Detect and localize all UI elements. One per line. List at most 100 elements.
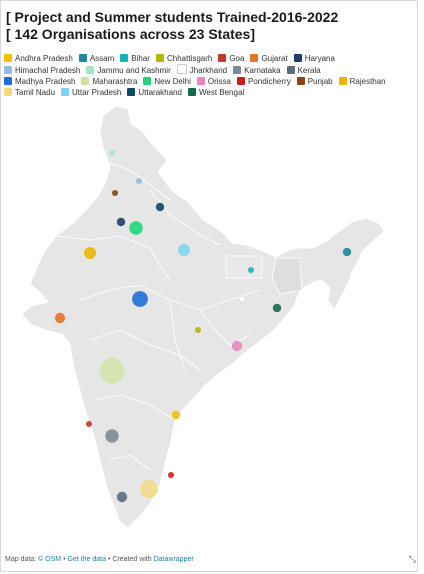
marker-goa[interactable] (86, 421, 92, 427)
legend-item: Jharkhand (176, 64, 228, 76)
legend-item: Punjab (296, 76, 333, 87)
footer-prefix: Map data: (5, 556, 39, 563)
legend-label: Kerala (297, 66, 321, 75)
legend-swatch (61, 88, 70, 96)
legend-item: Haryana (293, 53, 335, 64)
legend-item: Jammu and Kashmir (86, 65, 171, 76)
legend-item: Karnataka (233, 65, 281, 76)
legend-item: New Delhi (143, 76, 191, 87)
legend-swatch (196, 77, 205, 85)
legend-label: Orissa (207, 77, 231, 86)
legend-item: Orissa (196, 76, 231, 87)
legend-item: Maharashtra (81, 76, 137, 87)
legend-item: Gujarat (250, 53, 288, 64)
legend-item: Himachal Pradesh (4, 65, 80, 76)
marker-orissa[interactable] (231, 340, 243, 352)
marker-chhattisgarh[interactable] (195, 327, 201, 333)
legend-swatch (78, 54, 87, 62)
marker-tamil-nadu[interactable] (140, 480, 158, 498)
legend-label: Haryana (304, 54, 335, 63)
marker-maharashtra[interactable] (99, 358, 125, 384)
marker-jharkhand[interactable] (238, 295, 246, 303)
marker-layer (54, 150, 352, 503)
legend-item: Bihar (120, 53, 150, 64)
resize-handle-icon[interactable]: ⤡ (408, 554, 416, 564)
legend-item: Assam (78, 53, 115, 64)
legend-label: Uttar Pradesh (72, 88, 122, 97)
legend-label: Karnataka (244, 66, 281, 75)
marker-punjab[interactable] (112, 190, 118, 196)
legend-label: Bihar (131, 54, 150, 63)
marker-new-delhi[interactable] (129, 221, 143, 235)
legend-label: Madhya Pradesh (15, 77, 76, 86)
osm-link[interactable]: © OSM (38, 556, 62, 563)
legend-label: Himachal Pradesh (15, 66, 81, 75)
legend-label: Uttarakhand (138, 88, 182, 97)
title-line-1: [ Project and Summer students Trained-20… (6, 9, 339, 25)
marker-jammu-and-kashmir[interactable] (109, 150, 115, 156)
legend-label: Punjab (307, 77, 333, 86)
legend-label: Goa (229, 54, 245, 63)
legend-swatch (286, 66, 295, 74)
marker-kerala[interactable] (116, 491, 128, 503)
marker-gujarat[interactable] (54, 312, 66, 324)
legend-item: Rajesthan (338, 76, 386, 87)
legend-item: Kerala (286, 65, 321, 76)
legend-swatch (218, 54, 227, 62)
legend-item: Madhya Pradesh (4, 76, 75, 87)
legend-label: Maharashtra (92, 77, 138, 86)
legend-label: Pondicherry (248, 77, 291, 86)
legend-swatch (86, 66, 95, 74)
legend-swatch (81, 77, 90, 85)
get-data-link[interactable]: Get the data (67, 556, 107, 563)
marker-karnataka[interactable] (105, 429, 119, 443)
marker-bihar[interactable] (248, 267, 254, 273)
legend-swatch (120, 54, 129, 62)
legend-item: Goa (218, 53, 244, 64)
legend-label: Andhra Pradesh (15, 54, 73, 63)
legend-item: Uttarakhand (127, 87, 182, 98)
legend-label: Rajesthan (349, 77, 386, 86)
legend-item: Andhra Pradesh (4, 53, 73, 64)
marker-haryana[interactable] (116, 217, 126, 227)
footer-separator: • (61, 556, 68, 563)
legend-swatch (250, 54, 259, 62)
legend-swatch (293, 54, 302, 62)
legend-swatch (143, 77, 152, 85)
state-borders (55, 159, 261, 471)
map-landmass (21, 105, 385, 529)
legend-label: Tamil Nadu (15, 88, 56, 97)
legend-swatch (176, 64, 187, 74)
marker-rajesthan[interactable] (84, 247, 96, 259)
legend-swatch (233, 66, 242, 74)
marker-west-bengal[interactable] (272, 303, 282, 313)
legend-item: West Bengal (187, 87, 245, 98)
marker-uttar-pradesh[interactable] (178, 244, 190, 256)
marker-uttarakhand[interactable] (155, 202, 165, 212)
legend-swatch (187, 88, 196, 96)
legend-label: Jharkhand (189, 66, 228, 75)
marker-himachal-pradesh[interactable] (136, 178, 142, 184)
marker-madhya-pradesh[interactable] (132, 291, 148, 307)
legend-swatch (4, 54, 12, 62)
legend-item: Uttar Pradesh (61, 87, 121, 98)
datawrapper-link[interactable]: Datawrapper (153, 556, 194, 563)
legend-label: Jammu and Kashmir (97, 66, 171, 75)
marker-assam[interactable] (342, 247, 352, 257)
legend-item: Pondicherry (237, 76, 291, 87)
marker-andhra-pradesh[interactable] (171, 410, 181, 420)
legend-label: West Bengal (198, 88, 245, 97)
legend-swatch (127, 88, 136, 96)
legend-label: Chhattisgarh (166, 54, 213, 63)
legend-swatch (338, 77, 347, 85)
legend-label: Assam (89, 54, 115, 63)
legend-label: Gujarat (261, 54, 288, 63)
footer-created-with: • Created with (106, 556, 154, 563)
marker-pondicherry[interactable] (168, 472, 174, 478)
legend-swatch (296, 77, 305, 85)
legend-swatch (237, 77, 245, 85)
legend-item: Chhattisgarh (155, 53, 213, 64)
legend-item: Tamil Nadu (4, 87, 55, 98)
chart-title: [ Project and Summer students Trained-20… (6, 9, 406, 43)
